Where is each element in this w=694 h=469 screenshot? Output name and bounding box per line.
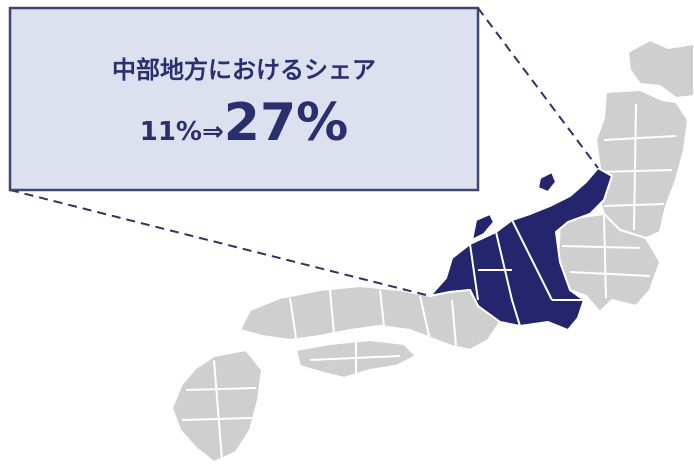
japan-map <box>171 39 694 463</box>
pref-border <box>289 289 457 347</box>
pref-border <box>309 342 401 376</box>
western-honshu <box>239 285 501 351</box>
callout-values: 11%⇒27% <box>140 93 349 153</box>
callout-box <box>8 6 480 192</box>
sado <box>537 171 557 193</box>
after-share: 27% <box>224 93 348 153</box>
pref-border <box>561 215 651 299</box>
callout-title: 中部地方におけるシェア <box>112 56 376 84</box>
noto <box>471 213 495 241</box>
leader-line <box>9 189 431 297</box>
leader-line <box>477 7 599 169</box>
tohoku <box>595 89 689 239</box>
before-share: 11% <box>140 117 202 147</box>
pref-border <box>599 103 677 231</box>
pref-border <box>181 359 257 461</box>
arrow: ⇒ <box>202 117 224 147</box>
hokkaido <box>627 39 694 99</box>
pref-border <box>469 219 584 327</box>
